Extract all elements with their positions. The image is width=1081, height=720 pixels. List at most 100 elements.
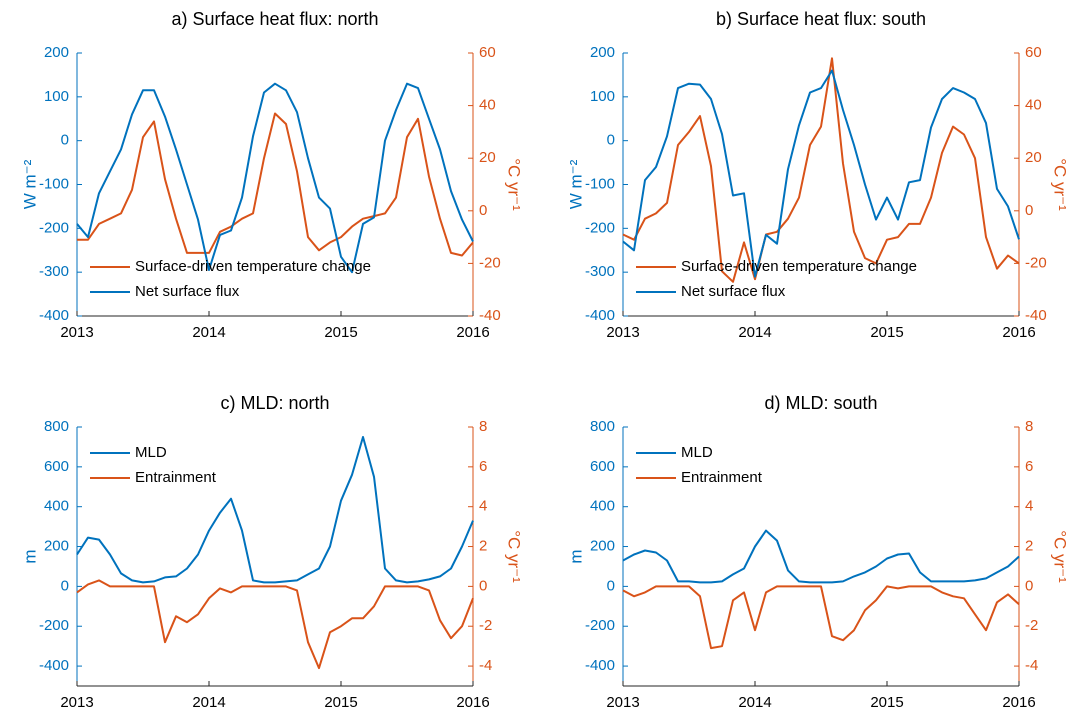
x-tick-label: 2013 xyxy=(60,694,93,711)
y2-tick-label: -20 xyxy=(479,254,501,271)
y2-tick-label: -2 xyxy=(1025,617,1038,634)
x-tick-label: 2016 xyxy=(456,694,489,711)
y2-tick-label: 2 xyxy=(1025,538,1033,555)
x-tick-label: 2015 xyxy=(870,694,903,711)
x-tick-label: 2015 xyxy=(870,324,903,341)
y-axis-label: m xyxy=(20,549,39,563)
series-line xyxy=(77,112,474,257)
y-tick-label: -200 xyxy=(39,617,69,634)
y-tick-label: 800 xyxy=(590,418,615,435)
y-tick-label: 200 xyxy=(590,44,615,61)
panel-title: d) MLD: south xyxy=(764,393,877,413)
x-tick-label: 2014 xyxy=(192,694,225,711)
y-tick-label: 100 xyxy=(44,88,69,105)
y2-tick-label: 20 xyxy=(1025,149,1042,166)
y2-tick-label: 4 xyxy=(1025,498,1033,515)
y2-tick-label: 0 xyxy=(1025,202,1033,219)
x-tick-label: 2016 xyxy=(1002,694,1035,711)
panel-title: a) Surface heat flux: north xyxy=(171,9,378,29)
y-axis-label: W m⁻² xyxy=(566,159,585,209)
x-tick-label: 2016 xyxy=(1002,324,1035,341)
y-tick-label: -400 xyxy=(39,307,69,324)
series-line xyxy=(622,585,1020,650)
y2-tick-label: 0 xyxy=(479,577,487,594)
y-tick-label: 200 xyxy=(44,44,69,61)
y2-axis-label: °C yr⁻¹ xyxy=(505,530,524,583)
y-tick-label: 800 xyxy=(44,418,69,435)
x-tick-label: 2014 xyxy=(738,694,771,711)
x-tick-label: 2014 xyxy=(192,324,225,341)
series-line xyxy=(76,436,474,584)
series-line xyxy=(76,579,474,670)
legend-label: Entrainment xyxy=(681,469,763,486)
legend-label: MLD xyxy=(681,444,713,461)
legend-label: Net surface flux xyxy=(135,283,240,300)
legend-label: Surface-driven temperature change xyxy=(135,258,371,275)
y2-tick-label: 2 xyxy=(479,538,487,555)
x-tick-label: 2013 xyxy=(606,694,639,711)
y2-axis-label: °C yr⁻¹ xyxy=(505,158,524,211)
y-tick-label: 0 xyxy=(607,577,615,594)
x-tick-label: 2013 xyxy=(606,324,639,341)
y-tick-label: -200 xyxy=(585,219,615,236)
panel-title: c) MLD: north xyxy=(220,393,329,413)
y-tick-label: -400 xyxy=(585,657,615,674)
x-tick-label: 2013 xyxy=(60,324,93,341)
x-tick-label: 2014 xyxy=(738,324,771,341)
x-tick-label: 2015 xyxy=(324,694,357,711)
panel: c) MLD: north -400 -200 0 200 400 600 800 -4 -2 0 2… xyxy=(20,393,523,711)
x-tick-label: 2015 xyxy=(324,324,357,341)
series-line xyxy=(622,69,1020,278)
y2-tick-label: -40 xyxy=(479,307,501,324)
y2-tick-label: 0 xyxy=(1025,577,1033,594)
y-tick-label: 0 xyxy=(61,577,69,594)
series-line xyxy=(76,82,474,274)
y-tick-label: 0 xyxy=(607,132,615,149)
panel: d) MLD: south -400 -200 0 200 400 600 800 -4 -2 0 2… xyxy=(566,393,1069,711)
y2-tick-label: 8 xyxy=(1025,418,1033,435)
y-tick-label: -200 xyxy=(39,219,69,236)
y2-axis-label: °C yr⁻¹ xyxy=(1051,530,1070,583)
y-tick-label: -300 xyxy=(585,263,615,280)
y-tick-label: -100 xyxy=(39,175,69,192)
y2-tick-label: -2 xyxy=(479,617,492,634)
legend-label: Entrainment xyxy=(135,469,217,486)
y2-tick-label: -20 xyxy=(1025,254,1047,271)
y-axis-label: m xyxy=(566,549,585,563)
legend-label: MLD xyxy=(135,444,167,461)
y2-tick-label: 4 xyxy=(479,498,487,515)
legend-label: Surface-driven temperature change xyxy=(681,258,917,275)
y-tick-label: -300 xyxy=(39,263,69,280)
y-tick-label: 0 xyxy=(61,132,69,149)
y2-tick-label: -40 xyxy=(1025,307,1047,324)
y-tick-label: -200 xyxy=(585,617,615,634)
panel-title: b) Surface heat flux: south xyxy=(716,9,926,29)
y-tick-label: 600 xyxy=(590,458,615,475)
series-line xyxy=(622,529,1020,584)
y-axis-label: W m⁻² xyxy=(20,159,39,209)
panel: b) Surface heat flux: south-400-300-200-… xyxy=(566,9,1069,341)
y2-tick-label: 60 xyxy=(1025,44,1042,61)
y2-tick-label: 6 xyxy=(1025,458,1033,475)
y-tick-label: 400 xyxy=(590,498,615,515)
y2-tick-label: 6 xyxy=(479,458,487,475)
legend-label: Net surface flux xyxy=(681,283,786,300)
y-tick-label: -100 xyxy=(585,175,615,192)
y-tick-label: 400 xyxy=(44,498,69,515)
y2-axis-label: °C yr⁻¹ xyxy=(1051,158,1070,211)
y2-tick-label: 8 xyxy=(479,418,487,435)
y2-tick-label: 40 xyxy=(1025,97,1042,114)
y2-tick-label: 0 xyxy=(479,202,487,219)
y-tick-label: 100 xyxy=(590,88,615,105)
x-tick-label: 2016 xyxy=(456,324,489,341)
y2-tick-label: 60 xyxy=(479,44,496,61)
y2-tick-label: -4 xyxy=(479,657,492,674)
y2-tick-label: -4 xyxy=(1025,657,1038,674)
y-tick-label: -400 xyxy=(585,307,615,324)
series-line xyxy=(622,57,1020,283)
y-tick-label: 600 xyxy=(44,458,69,475)
y2-tick-label: 40 xyxy=(479,97,496,114)
y2-tick-label: 20 xyxy=(479,149,496,166)
y-tick-label: 200 xyxy=(590,538,615,555)
